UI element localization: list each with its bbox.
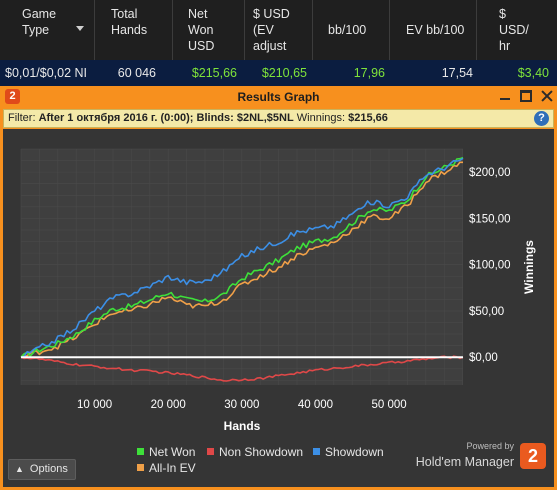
col-usd-hr-line3: hr bbox=[499, 39, 511, 53]
col-net-won-line1: Net bbox=[188, 7, 208, 21]
filter-label: Filter: bbox=[8, 112, 36, 124]
col-ev-adjusted-line1: $ USD bbox=[253, 7, 290, 21]
stats-data-row[interactable]: $0,01/$0,02 NI 60 046 $215,66 $210,65 17… bbox=[0, 60, 557, 86]
series-line-non-showdown bbox=[20, 355, 464, 382]
legend-label: Net Won bbox=[149, 445, 196, 459]
filter-value: After 1 октября 2016 г. (0:00); Blinds: … bbox=[38, 112, 294, 124]
legend-non-showdown[interactable]: Non Showdown bbox=[207, 445, 303, 459]
legend-showdown[interactable]: Showdown bbox=[313, 445, 384, 459]
y-tick-label: $50,00 bbox=[469, 306, 504, 318]
col-ev-adjusted-line2: (EV bbox=[253, 23, 274, 37]
col-usd-hr-line1: $ bbox=[499, 7, 506, 21]
cell-bb100: 17,96 bbox=[353, 66, 385, 80]
cell-ev-adjusted: $210,65 bbox=[261, 66, 307, 80]
x-axis-ticks: 10 000 20 000 30 000 40 000 50 000 bbox=[77, 399, 407, 411]
col-usd-hr[interactable]: $ USD/ hr bbox=[477, 0, 557, 60]
col-total-hands-line1: Total bbox=[111, 7, 138, 21]
col-net-won-line3: USD bbox=[188, 39, 215, 53]
col-bb100-line1: bb/100 bbox=[328, 23, 367, 37]
cell-game-type: $0,01/$0,02 NI bbox=[5, 66, 88, 80]
options-button[interactable]: ▲ Options bbox=[8, 459, 76, 480]
legend-swatch bbox=[137, 448, 144, 455]
stats-header-row: Game Type Total Hands Net Won USD $ USD … bbox=[0, 0, 557, 60]
stats-table: Game Type Total Hands Net Won USD $ USD … bbox=[0, 0, 557, 86]
series-line-showdown bbox=[20, 157, 464, 358]
filter-winnings-value: $215,66 bbox=[348, 112, 388, 124]
results-chart: 10 000 20 000 30 000 40 000 50 000 $0,00 $50,… bbox=[20, 148, 536, 433]
filter-text: Filter: After 1 октября 2016 г. (0:00); … bbox=[8, 112, 388, 124]
chevron-up-icon: ▲ bbox=[15, 464, 24, 474]
col-bb100[interactable]: bb/100 bbox=[313, 0, 390, 60]
col-ev-adjusted-line3: adjust bbox=[253, 39, 287, 53]
legend-all-in-ev[interactable]: All-In EV bbox=[137, 461, 196, 475]
legend-label: All-In EV bbox=[149, 461, 196, 475]
results-graph-window: 2 Results Graph Filter: After 1 октября … bbox=[0, 86, 557, 490]
col-total-hands-line2: Hands bbox=[111, 23, 148, 37]
graph-panel: 10 000 20 000 30 000 40 000 50 000 $0,00 $50,… bbox=[3, 129, 554, 487]
legend-net-won[interactable]: Net Won bbox=[137, 445, 195, 459]
window-title: Results Graph bbox=[237, 90, 320, 104]
chart-legend: Net Won Non Showdown Showdown All-In EV bbox=[137, 443, 397, 477]
cell-ev-bb100: 17,54 bbox=[441, 66, 473, 80]
filter-bar: Filter: After 1 октября 2016 г. (0:00); … bbox=[3, 109, 554, 128]
legend-label: Showdown bbox=[325, 445, 384, 459]
filter-winnings-label: Winnings: bbox=[296, 112, 346, 124]
col-game-type-line2: Type bbox=[22, 23, 50, 37]
x-axis-label: Hands bbox=[224, 419, 261, 433]
col-ev-bb100-line1: EV bb/100 bbox=[406, 23, 465, 37]
y-axis-label: Winnings bbox=[522, 240, 536, 294]
legend-swatch bbox=[207, 448, 214, 455]
y-tick-label: $200,00 bbox=[469, 167, 511, 179]
window-titlebar[interactable]: 2 Results Graph bbox=[0, 86, 557, 108]
cell-net-won: $215,66 bbox=[191, 66, 237, 80]
minimize-icon[interactable] bbox=[499, 90, 511, 102]
hm2-badge-icon: 2 bbox=[520, 443, 546, 469]
close-icon[interactable] bbox=[541, 90, 553, 102]
chart-series bbox=[20, 156, 464, 382]
col-ev-adjusted[interactable]: $ USD (EV adjust bbox=[245, 0, 313, 60]
series-line-net-won bbox=[20, 156, 464, 358]
maximize-icon[interactable] bbox=[520, 90, 532, 102]
y-tick-label: $0,00 bbox=[469, 352, 498, 364]
x-tick-label: 10 000 bbox=[77, 399, 112, 411]
series-line-all-in-ev bbox=[20, 161, 463, 358]
powered-by-text: Powered by bbox=[466, 441, 514, 451]
x-tick-label: 30 000 bbox=[224, 399, 259, 411]
window-controls bbox=[499, 90, 553, 102]
y-tick-label: $100,00 bbox=[469, 260, 511, 272]
x-tick-label: 40 000 bbox=[298, 399, 333, 411]
legend-swatch bbox=[313, 448, 320, 455]
chevron-down-icon[interactable] bbox=[76, 26, 84, 31]
y-tick-label: $150,00 bbox=[469, 213, 511, 225]
col-ev-bb100[interactable]: EV bb/100 bbox=[390, 0, 477, 60]
col-total-hands[interactable]: Total Hands bbox=[95, 0, 173, 60]
y-axis-ticks: $0,00 $50,00 $100,00 $150,00 $200,00 bbox=[469, 167, 511, 364]
x-tick-label: 20 000 bbox=[151, 399, 186, 411]
col-game-type-line1: Game bbox=[22, 7, 57, 21]
cell-usd-hr: $3,40 bbox=[517, 66, 549, 80]
brand-name: Hold'em Manager bbox=[415, 455, 514, 469]
powered-by: Powered by Hold'em Manager 2 bbox=[406, 439, 546, 479]
x-tick-label: 50 000 bbox=[371, 399, 406, 411]
help-icon[interactable]: ? bbox=[534, 111, 549, 126]
options-label: Options bbox=[29, 463, 68, 475]
legend-label: Non Showdown bbox=[219, 445, 304, 459]
col-game-type[interactable]: Game Type bbox=[0, 0, 95, 60]
col-net-won[interactable]: Net Won USD bbox=[173, 0, 245, 60]
col-net-won-line2: Won bbox=[188, 23, 214, 37]
col-usd-hr-line2: USD/ bbox=[499, 23, 529, 37]
hm2-logo-icon: 2 bbox=[5, 89, 20, 104]
cell-total-hands: 60 046 bbox=[117, 66, 156, 80]
legend-swatch bbox=[137, 464, 144, 471]
